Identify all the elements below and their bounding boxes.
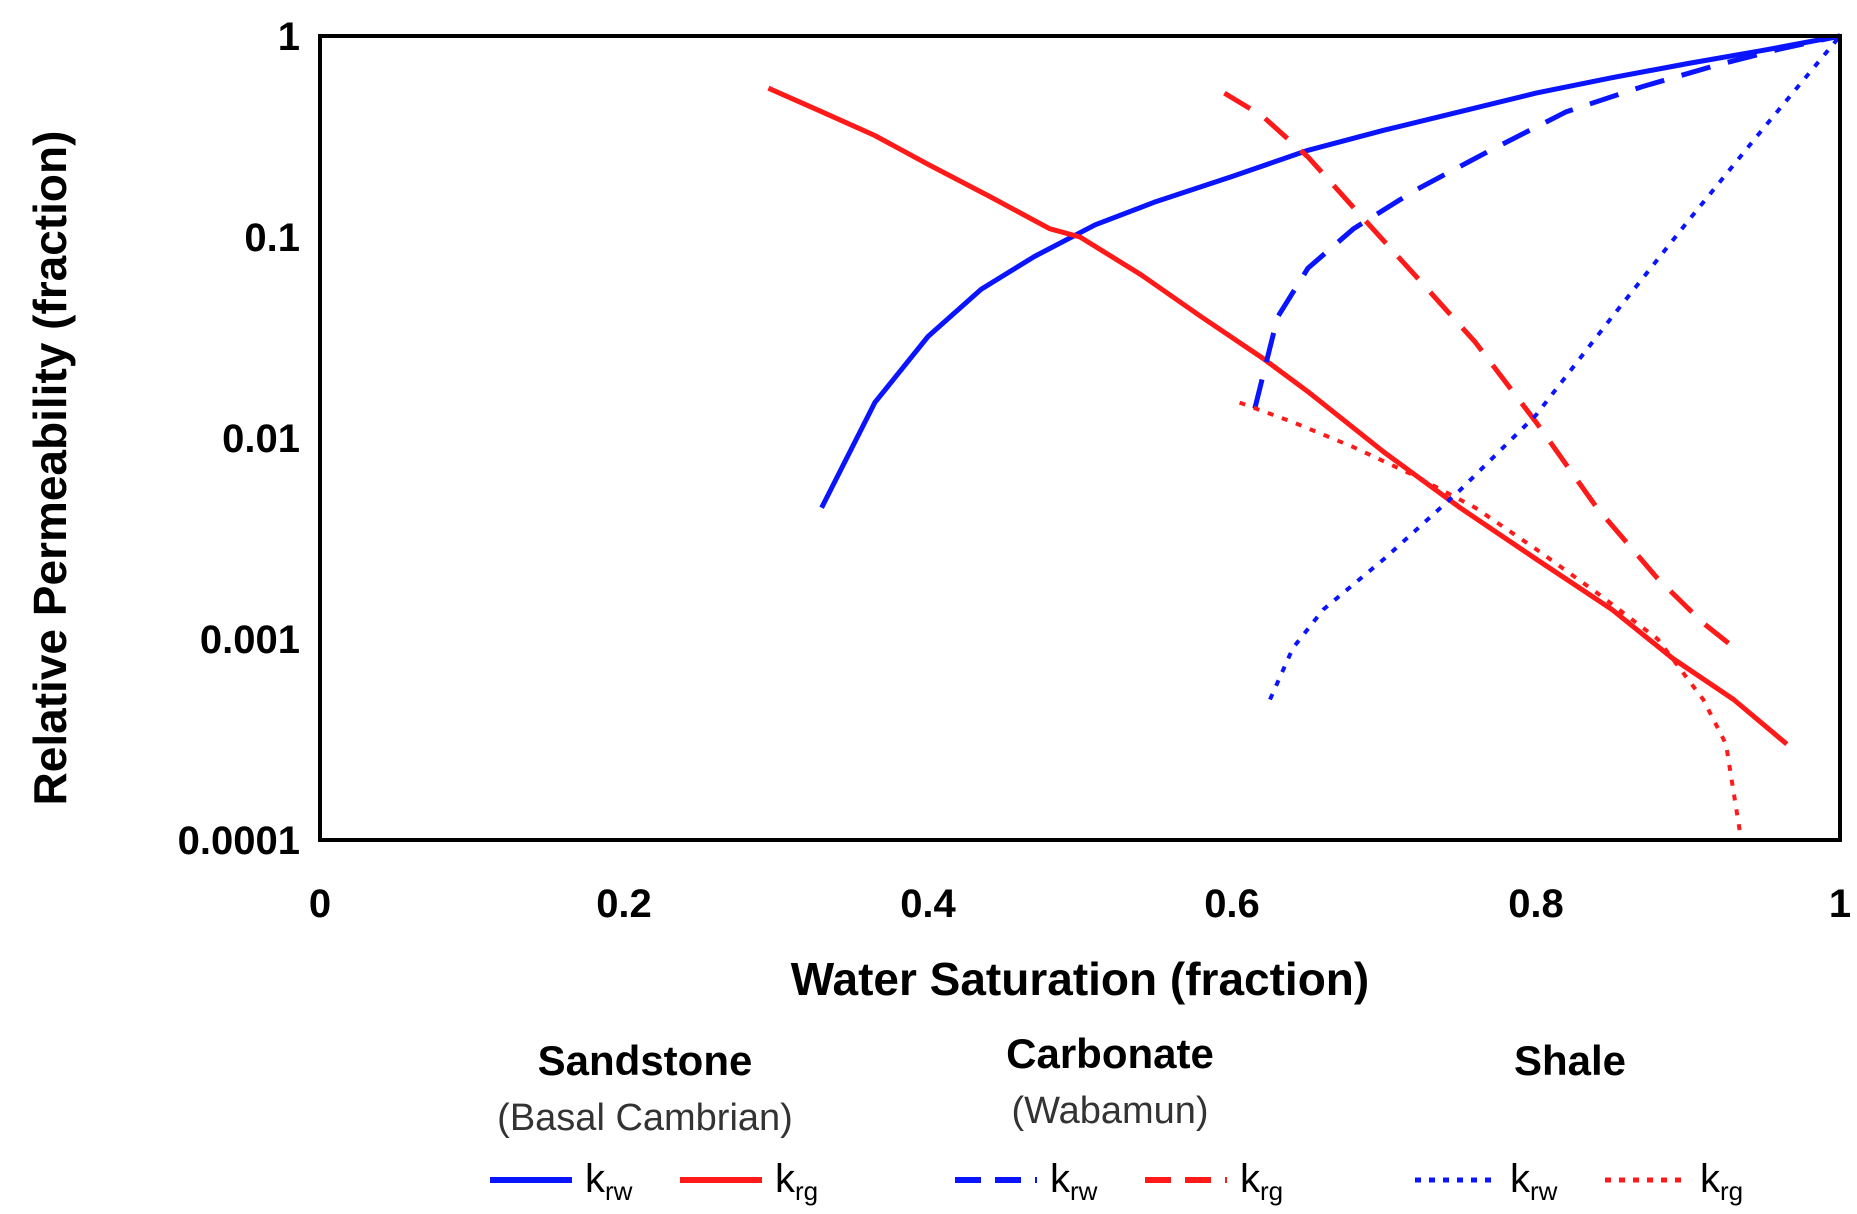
series-carbonate-krg-line: [1223, 90, 1743, 656]
x-tick-label: 0.4: [900, 882, 956, 926]
series-carbonate-krw-line: [1252, 33, 1841, 410]
legend-carbonate-krw-label: krw: [1050, 1157, 1098, 1206]
legend-sandstone-krg-label: krg: [775, 1157, 818, 1206]
x-axis-title: Water Saturation (fraction): [791, 953, 1369, 1005]
y-axis-ticks: 1 0.1 0.01 0.001 0.0001: [178, 15, 300, 863]
legend-shale-krw-label: krw: [1510, 1157, 1558, 1206]
series-sandstone-krg-line: [767, 85, 1789, 747]
legend-carbonate-title: Carbonate: [1006, 1030, 1214, 1077]
x-tick-label: 0.8: [1508, 882, 1564, 926]
x-axis-ticks: 0 0.2 0.4 0.6 0.8 1: [309, 882, 1851, 926]
legend-carbonate-krg-label: krg: [1240, 1157, 1283, 1206]
x-tick-label: 1: [1829, 882, 1851, 926]
legend-shale-title: Shale: [1514, 1037, 1626, 1084]
legend-sandstone-title: Sandstone: [538, 1037, 753, 1084]
y-tick-label: 0.0001: [178, 819, 300, 863]
legend: Sandstone (Basal Cambrian) krw krg Carbonate…: [490, 1030, 1743, 1206]
x-tick-label: 0.2: [596, 882, 652, 926]
y-tick-label: 0.01: [222, 417, 300, 461]
legend-shale-krg-label: krg: [1700, 1157, 1743, 1206]
x-tick-label: 0: [309, 882, 331, 926]
series-sandstone-krw-line: [819, 33, 1841, 509]
y-tick-label: 0.001: [200, 618, 300, 662]
x-tick-label: 0.6: [1204, 882, 1260, 926]
plot-lines: [767, 33, 1842, 842]
legend-sandstone-krw-label: krw: [585, 1157, 633, 1206]
y-tick-label: 1: [278, 15, 300, 59]
plot-frame: [318, 34, 1842, 842]
legend-sandstone-subtitle: (Basal Cambrian): [497, 1097, 793, 1139]
y-tick-label: 0.1: [244, 216, 300, 260]
legend-carbonate-subtitle: (Wabamun): [1011, 1090, 1208, 1132]
y-axis-title: Relative Permeability (fraction): [24, 131, 76, 806]
series-shale-krw-line: [1268, 34, 1842, 701]
